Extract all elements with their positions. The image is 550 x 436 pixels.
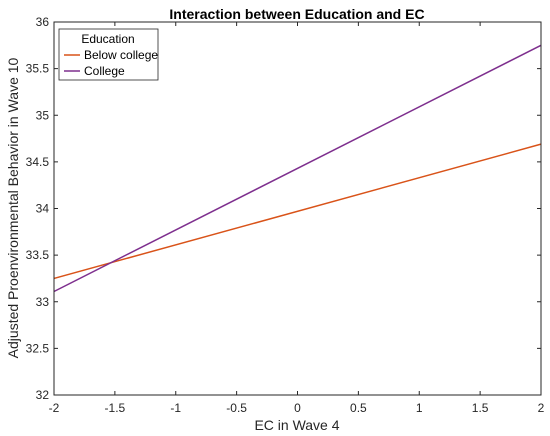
legend: Education Below college College xyxy=(58,28,159,81)
x-tick-label: 0.5 xyxy=(350,401,367,415)
legend-label-below-college: Below college xyxy=(84,48,158,62)
y-tick-label: 36 xyxy=(36,15,50,29)
plot-area xyxy=(54,22,541,395)
y-axis-label: Adjusted Proenvironmental Behavior in Wa… xyxy=(5,57,21,358)
chart-title: Interaction between Education and EC xyxy=(169,6,424,22)
x-tick-label: -1 xyxy=(170,401,181,415)
x-tick-label: -0.5 xyxy=(226,401,247,415)
series-layer xyxy=(53,44,542,293)
y-tick-label: 32 xyxy=(36,388,50,402)
series-line-college xyxy=(53,44,542,293)
y-tick-label: 35.5 xyxy=(26,62,50,76)
legend-title: Education xyxy=(81,32,134,46)
x-tick-label: 1.5 xyxy=(472,401,489,415)
y-tick-label: 33 xyxy=(36,295,50,309)
x-tick-label: 0 xyxy=(294,401,301,415)
x-tick-label: -1.5 xyxy=(105,401,126,415)
y-axis: 32 32.5 33 33.5 34 34.5 35 35.5 36 xyxy=(26,15,541,402)
legend-label-college: College xyxy=(84,64,125,78)
y-tick-label: 34 xyxy=(36,202,50,216)
y-tick-label: 33.5 xyxy=(26,248,50,262)
x-tick-label: 1 xyxy=(416,401,423,415)
y-tick-label: 32.5 xyxy=(26,341,50,355)
x-axis: -2 -1.5 -1 -0.5 0 0.5 1 1.5 2 xyxy=(49,22,545,415)
y-tick-label: 34.5 xyxy=(26,155,50,169)
x-tick-label: 2 xyxy=(538,401,545,415)
series-line-below-college xyxy=(53,143,542,280)
x-tick-label: -2 xyxy=(49,401,60,415)
y-tick-label: 35 xyxy=(36,108,50,122)
x-axis-label: EC in Wave 4 xyxy=(254,417,339,433)
